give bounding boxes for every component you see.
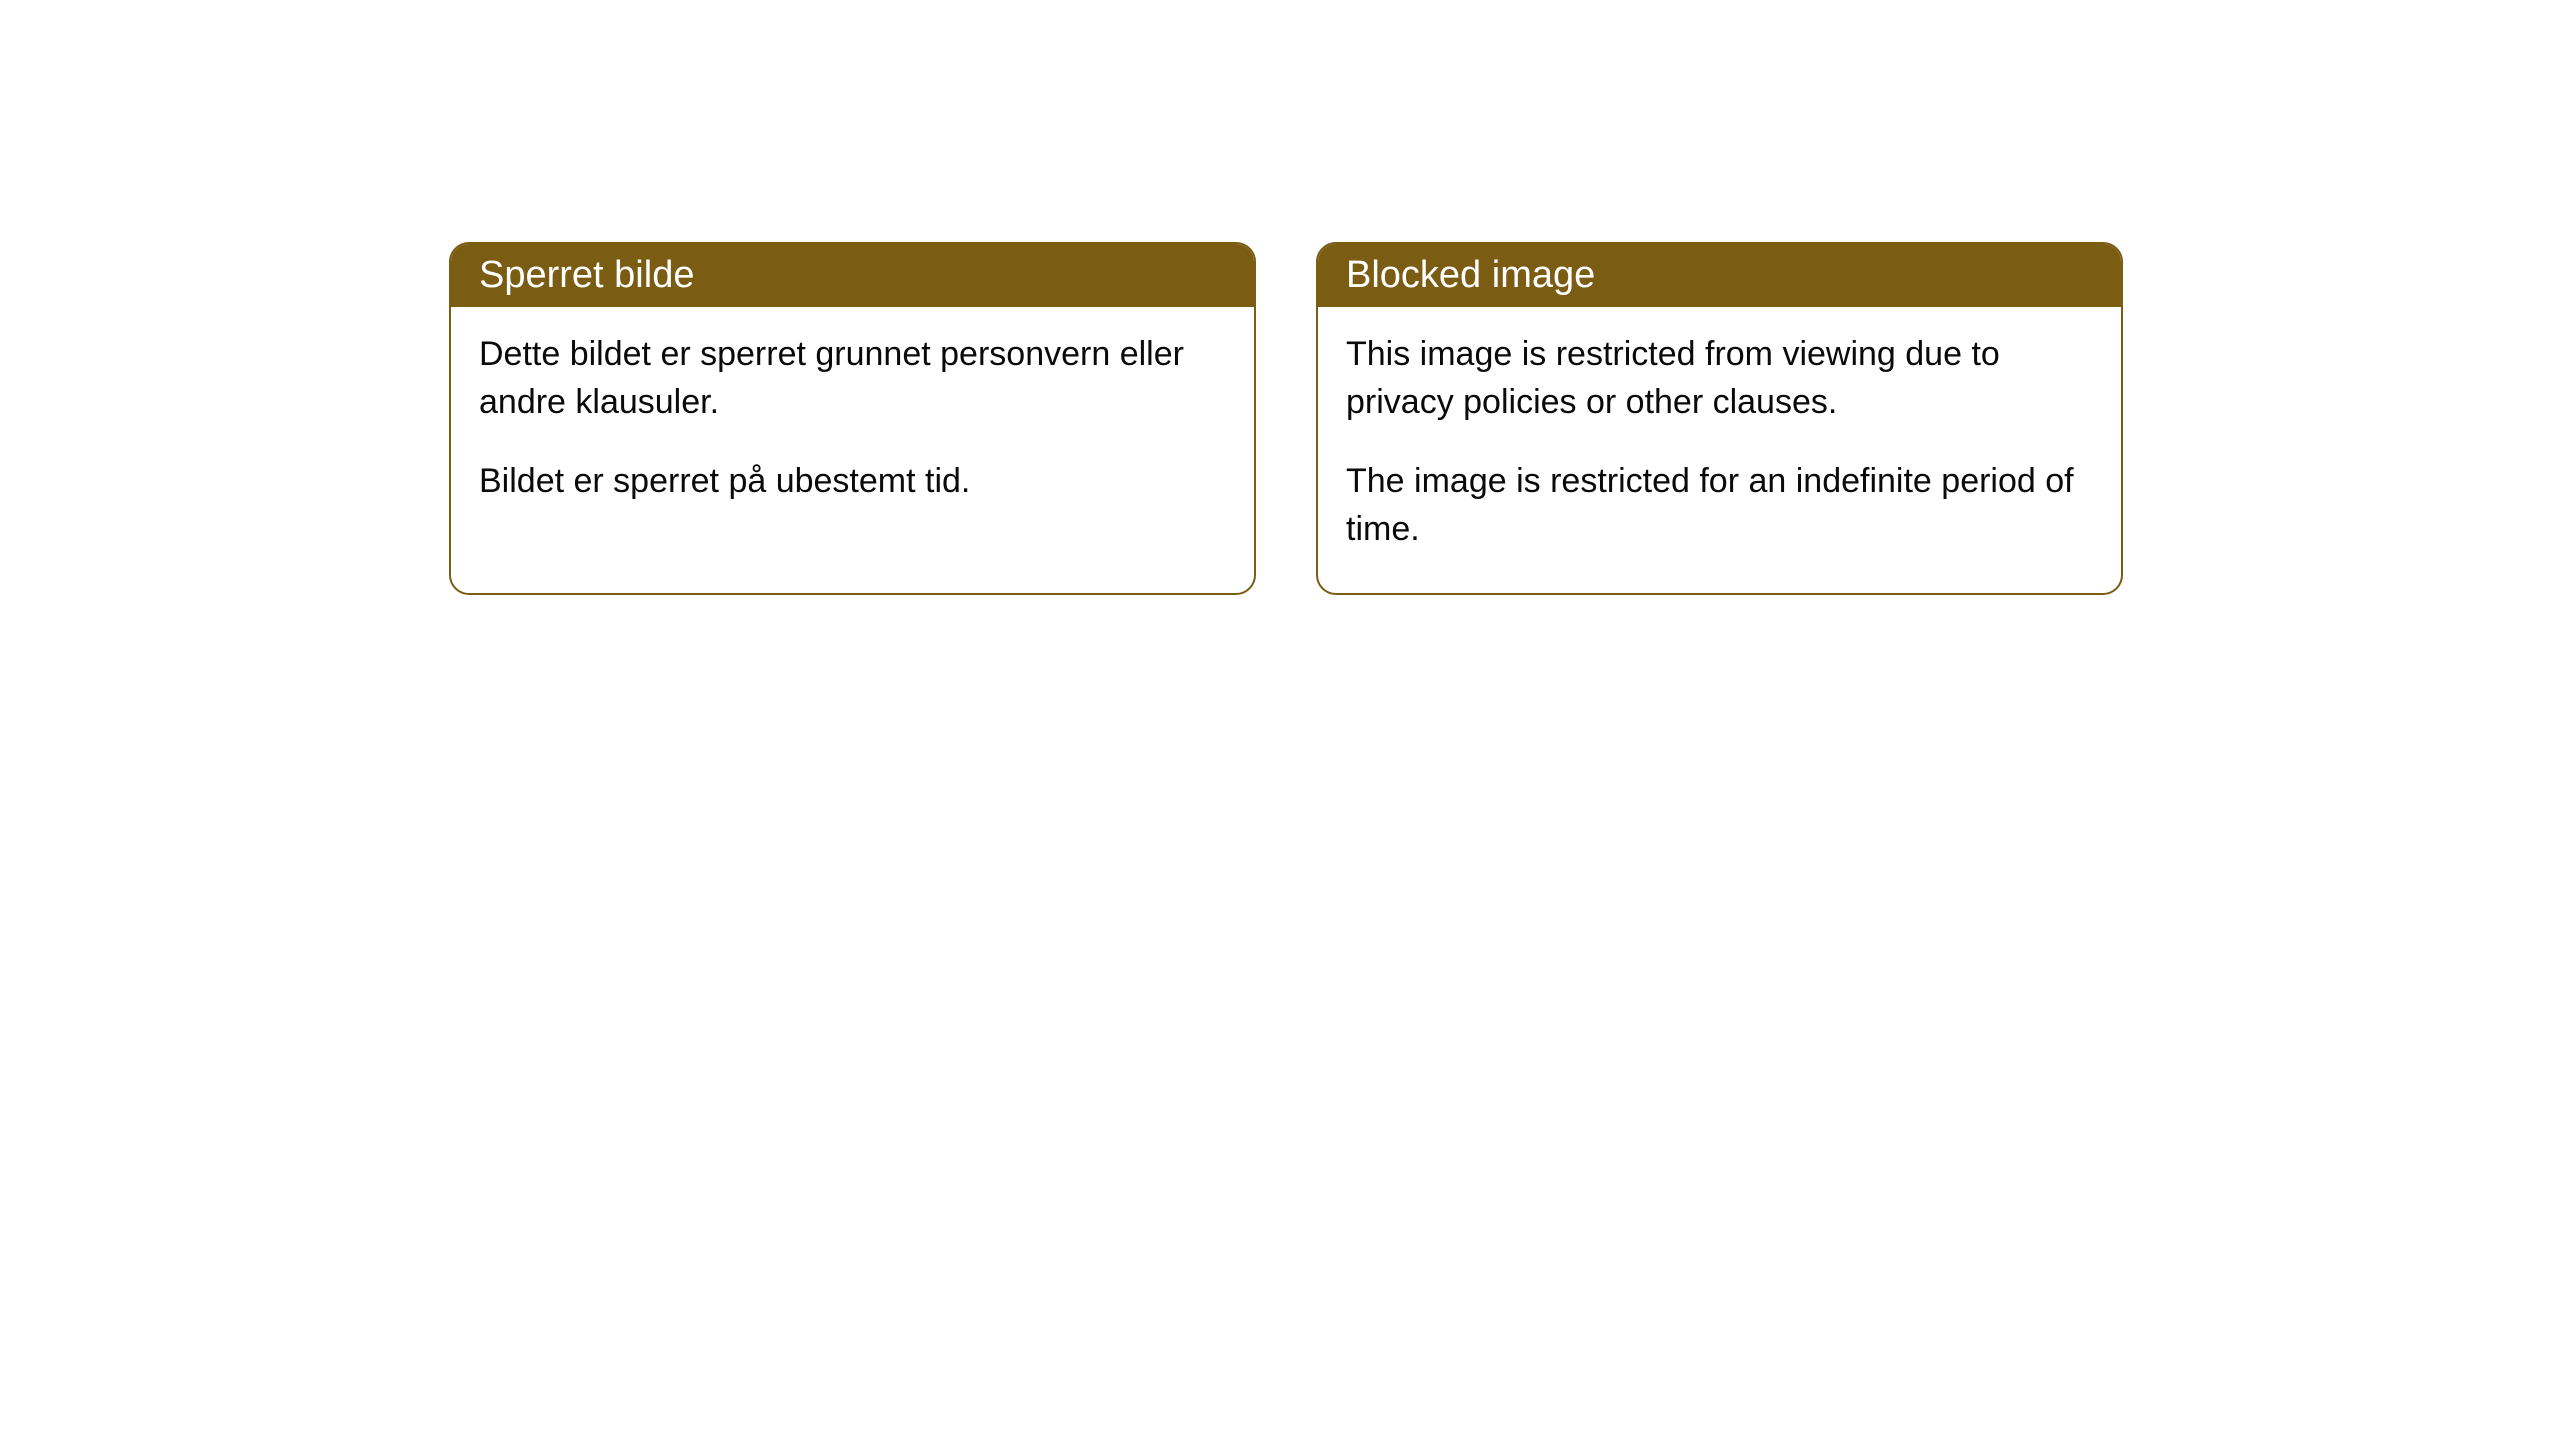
card-title: Blocked image [1346, 254, 1595, 296]
card-body: Dette bildet er sperret grunnet personve… [451, 307, 1254, 546]
card-header: Sperret bilde [451, 244, 1254, 307]
card-paragraph: This image is restricted from viewing du… [1346, 331, 2093, 426]
notice-cards-container: Sperret bilde Dette bildet er sperret gr… [449, 242, 2123, 595]
notice-card-norwegian: Sperret bilde Dette bildet er sperret gr… [449, 242, 1256, 595]
notice-card-english: Blocked image This image is restricted f… [1316, 242, 2123, 595]
card-paragraph: Dette bildet er sperret grunnet personve… [479, 331, 1226, 426]
card-paragraph: The image is restricted for an indefinit… [1346, 458, 2093, 553]
card-body: This image is restricted from viewing du… [1318, 307, 2121, 593]
card-paragraph: Bildet er sperret på ubestemt tid. [479, 458, 1226, 506]
card-title: Sperret bilde [479, 254, 694, 296]
card-header: Blocked image [1318, 244, 2121, 307]
